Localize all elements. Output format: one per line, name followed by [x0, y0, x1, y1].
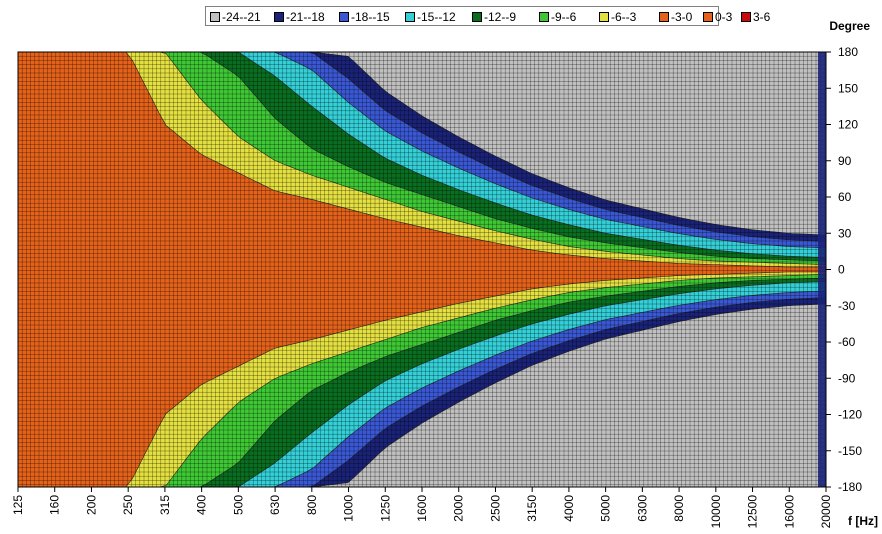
y-tick-label: -150 — [838, 444, 862, 458]
y-tick-label: 180 — [838, 45, 858, 59]
x-tick-label: 500 — [231, 495, 245, 515]
legend-item: -6--3 — [599, 10, 636, 24]
legend-item: -9--6 — [539, 10, 576, 24]
x-tick-label: 200 — [84, 495, 98, 515]
y-tick-label: -120 — [838, 408, 862, 422]
y-tick-label: 60 — [838, 190, 852, 204]
x-tick-label: 1600 — [415, 495, 429, 522]
x-tick-label: 6300 — [635, 495, 649, 522]
legend-item: 3-6 — [741, 10, 770, 24]
legend-label: 3-6 — [753, 10, 771, 24]
x-tick-label: 4000 — [562, 495, 576, 522]
high-freq-edge — [818, 52, 826, 487]
y-tick-label: 150 — [838, 81, 858, 95]
legend-item: -21--18 — [274, 10, 325, 24]
y-tick-label: -90 — [838, 371, 856, 385]
y-tick-label: -60 — [838, 335, 856, 349]
x-tick-label: 315 — [158, 495, 172, 515]
x-tick-label: 8000 — [672, 495, 686, 522]
x-tick-label: 3150 — [525, 495, 539, 522]
legend-label: 0-3 — [715, 10, 733, 24]
legend-label: -18--15 — [351, 10, 390, 24]
legend-label: -6--3 — [611, 10, 637, 24]
x-tick-label: 10000 — [709, 495, 723, 529]
x-tick-label: 1000 — [342, 495, 356, 522]
x-tick-label: 2000 — [452, 495, 466, 522]
y-tick-label: -180 — [838, 480, 862, 494]
x-tick-label: 20000 — [819, 495, 833, 529]
legend-swatch — [741, 12, 751, 22]
legend-item: -24--21 — [210, 10, 261, 24]
legend-item: -12--9 — [472, 10, 516, 24]
x-tick-label: 400 — [195, 495, 209, 515]
x-tick-label: 125 — [11, 495, 25, 515]
x-tick-label: 1250 — [378, 495, 392, 522]
y-tick-label: 0 — [838, 263, 845, 277]
y-tick-label: -30 — [838, 299, 856, 313]
legend-swatch — [339, 12, 349, 22]
legend-swatch — [703, 12, 713, 22]
legend-swatch — [599, 12, 609, 22]
legend-swatch — [405, 12, 415, 22]
legend-item: -18--15 — [339, 10, 390, 24]
legend-label: -21--18 — [286, 10, 325, 24]
legend: -24--21 -21--18 -18--15 -15--12 -12--9 -9--6 -… — [205, 6, 770, 26]
x-tick-label: 12500 — [746, 495, 760, 529]
x-tick-label: 16000 — [782, 495, 796, 529]
legend-label: -12--9 — [484, 10, 517, 24]
x-tick-label: 630 — [268, 495, 282, 515]
legend-item: -15--12 — [405, 10, 456, 24]
y-tick-label: 30 — [838, 226, 852, 240]
x-tick-label: 800 — [305, 495, 319, 515]
x-tick-label: 250 — [121, 495, 135, 515]
legend-item: -3-0 — [659, 10, 692, 24]
legend-item: 0-3 — [703, 10, 732, 24]
legend-swatch — [210, 12, 220, 22]
x-tick-label: 5000 — [599, 495, 613, 522]
x-axis-title: f [Hz] — [848, 514, 878, 528]
legend-label: -9--6 — [551, 10, 577, 24]
legend-swatch — [274, 12, 284, 22]
x-tick-label: 160 — [48, 495, 62, 515]
legend-swatch — [472, 12, 482, 22]
legend-label: -3-0 — [671, 10, 693, 24]
y-tick-label: 90 — [838, 154, 852, 168]
legend-label: -24--21 — [222, 10, 261, 24]
legend-swatch — [659, 12, 669, 22]
legend-label: -15--12 — [417, 10, 456, 24]
legend-swatch — [539, 12, 549, 22]
y-tick-label: 120 — [838, 118, 858, 132]
x-tick-label: 2500 — [488, 495, 502, 522]
y-axis-title: Degree — [829, 19, 870, 33]
band-on-axis — [18, 215, 826, 324]
